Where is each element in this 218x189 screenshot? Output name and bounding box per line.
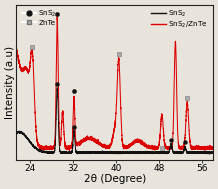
Legend: SnS$_2$, SnS$_2$/ZnTe: SnS$_2$, SnS$_2$/ZnTe [151,9,208,30]
X-axis label: 2θ (Degree): 2θ (Degree) [83,174,146,184]
Y-axis label: Intensity (a.u): Intensity (a.u) [5,46,15,119]
